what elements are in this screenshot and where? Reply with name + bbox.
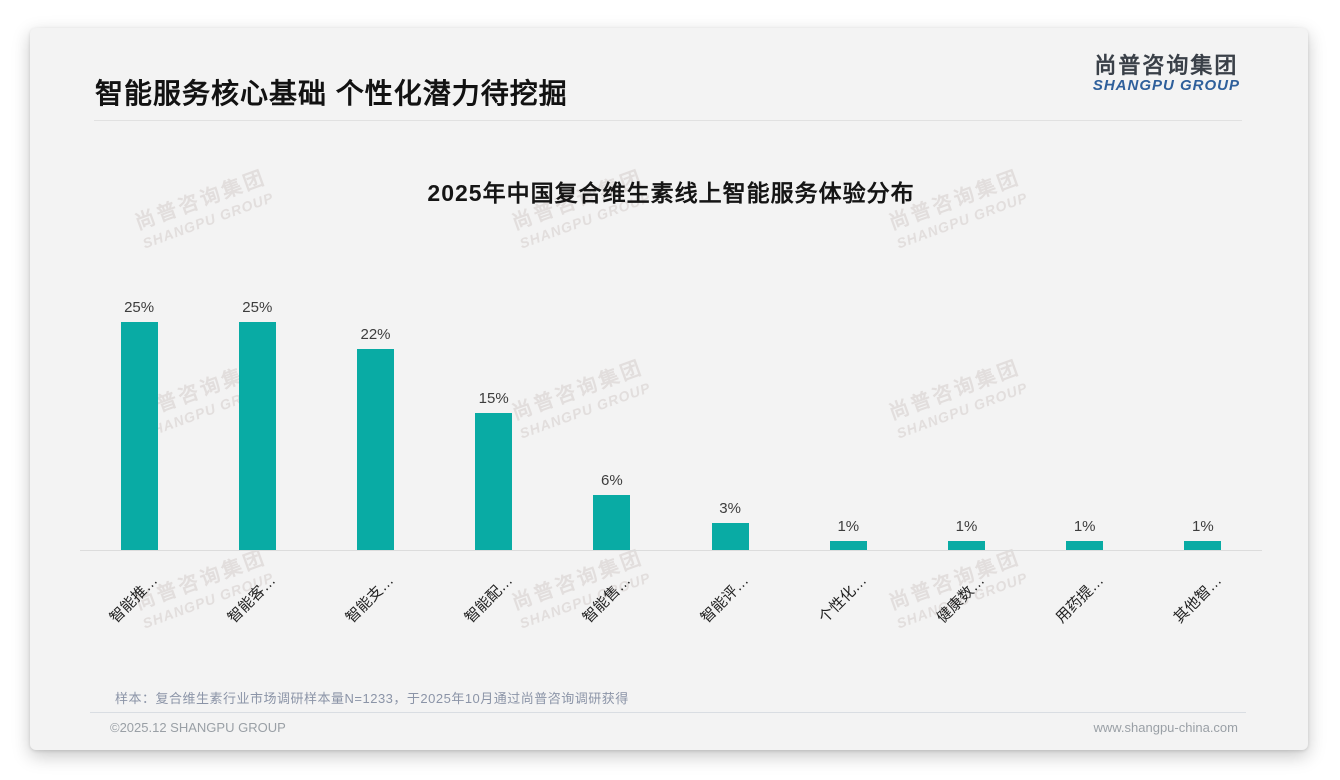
page-title: 智能服务核心基础 个性化潜力待挖掘 bbox=[95, 78, 568, 109]
header-divider bbox=[94, 120, 1242, 121]
x-tick-label-7: 健康数… bbox=[934, 572, 989, 627]
sample-note: 样本：复合维生素行业市场调研样本量N=1233，于2025年10月通过尚普咨询调… bbox=[115, 691, 629, 706]
footer-copyright: ©2025.12 SHANGPU GROUP bbox=[110, 720, 286, 735]
logo-english-text: SHANGPU GROUP bbox=[1092, 77, 1240, 95]
bar-value-8: 1% bbox=[1073, 518, 1096, 535]
chart-title: 2025年中国复合维生素线上智能服务体验分布 bbox=[427, 180, 915, 206]
bar-value-3: 15% bbox=[478, 390, 509, 407]
footer-website: www.shangpu-china.com bbox=[1093, 720, 1238, 735]
bar-2 bbox=[357, 349, 394, 550]
x-tick-label-8: 用药提… bbox=[1052, 572, 1107, 627]
bar-3 bbox=[475, 413, 513, 550]
bar-value-2: 22% bbox=[360, 326, 391, 343]
bar-1 bbox=[238, 322, 276, 550]
bar-7 bbox=[948, 541, 985, 550]
bar-value-4: 6% bbox=[601, 472, 623, 489]
shangpu-logo: 尚普咨询集团 SHANGPU GROUP bbox=[1092, 53, 1240, 95]
x-tick-label-5: 智能评… bbox=[697, 572, 753, 627]
bar-value-9: 1% bbox=[1192, 518, 1214, 535]
logo-chinese-text: 尚普咨询集团 bbox=[1094, 53, 1239, 78]
bar-5 bbox=[711, 523, 749, 550]
bar-4 bbox=[593, 495, 631, 550]
x-tick-label-1: 智能客… bbox=[224, 572, 280, 627]
footer-divider bbox=[90, 712, 1246, 713]
bar-9 bbox=[1184, 541, 1222, 550]
bar-value-6: 1% bbox=[837, 518, 860, 535]
bar-0 bbox=[120, 322, 158, 550]
bar-6 bbox=[829, 541, 867, 550]
bar-value-0: 25% bbox=[124, 299, 155, 316]
bar-value-5: 3% bbox=[719, 500, 741, 517]
x-tick-label-2: 智能支… bbox=[343, 572, 398, 627]
bar-value-7: 1% bbox=[955, 518, 978, 535]
bar-8 bbox=[1066, 541, 1104, 550]
x-axis-labels: 智能推… 智能客… 智能支… 智能配… 智能售… 智能评… 个性化… 健康数… 用药提… 其他智… bbox=[80, 560, 1262, 680]
x-tick-label-0: 智能推… bbox=[106, 572, 162, 627]
x-tick-label-3: 智能配… bbox=[461, 572, 516, 627]
x-tick-label-9: 其他智… bbox=[1170, 572, 1226, 627]
x-tick-label-6: 个性化… bbox=[815, 572, 871, 627]
x-tick-label-4: 智能售… bbox=[579, 572, 635, 627]
slide-card: 智能服务核心基础 个性化潜力待挖掘 尚普咨询集团 SHANGPU GROUP 尚… bbox=[30, 28, 1308, 750]
bar-value-1: 25% bbox=[242, 299, 273, 316]
plot-area: 25% 25% 22% 15% 6% 3% 1% 1% 1% 1% bbox=[80, 228, 1262, 551]
